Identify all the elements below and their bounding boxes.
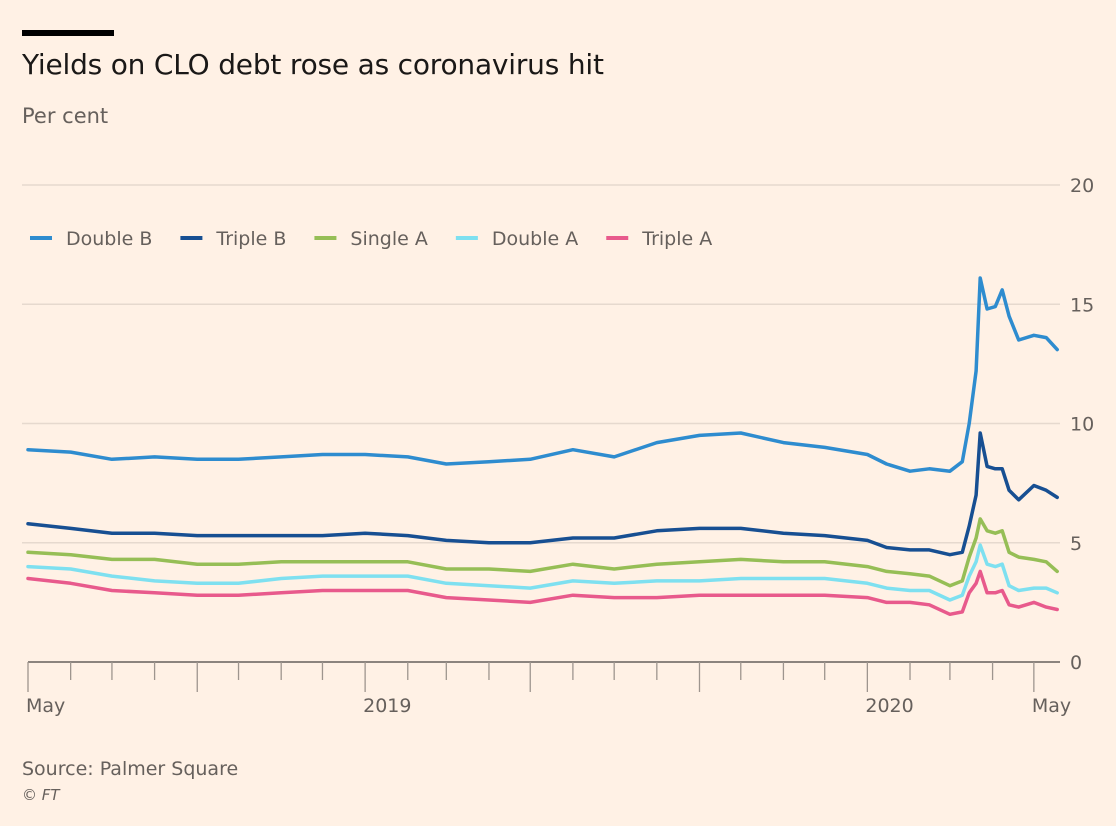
x-tick-label: May bbox=[26, 695, 65, 717]
legend-label: Double A bbox=[492, 228, 578, 250]
chart-credit: © FT bbox=[22, 786, 60, 804]
legend-label: Triple A bbox=[641, 228, 712, 250]
legend-label: Triple B bbox=[215, 228, 286, 250]
series-line-single-a bbox=[26, 517, 1059, 588]
series-line-double-a bbox=[26, 543, 1059, 602]
y-tick-label: 20 bbox=[1070, 175, 1094, 197]
series-line-triple-a bbox=[26, 569, 1059, 617]
chart-source: Source: Palmer Square bbox=[22, 758, 239, 780]
series-line-double-b bbox=[26, 276, 1059, 473]
y-tick-label: 0 bbox=[1070, 652, 1082, 674]
legend-label: Double B bbox=[66, 228, 152, 250]
y-tick-label: 5 bbox=[1070, 533, 1082, 555]
legend-label: Single A bbox=[350, 228, 427, 250]
x-tick-label: 2020 bbox=[865, 695, 913, 717]
chart-subtitle: Per cent bbox=[22, 104, 109, 128]
chart-title: Yields on CLO debt rose as coronavirus h… bbox=[22, 48, 604, 81]
y-tick-label: 10 bbox=[1070, 414, 1094, 436]
ft-title-rule bbox=[22, 30, 114, 36]
x-tick-label: May bbox=[1032, 695, 1071, 717]
series-line-triple-b bbox=[26, 431, 1059, 557]
x-tick-label: 2019 bbox=[363, 695, 411, 717]
y-tick-label: 15 bbox=[1070, 294, 1094, 316]
